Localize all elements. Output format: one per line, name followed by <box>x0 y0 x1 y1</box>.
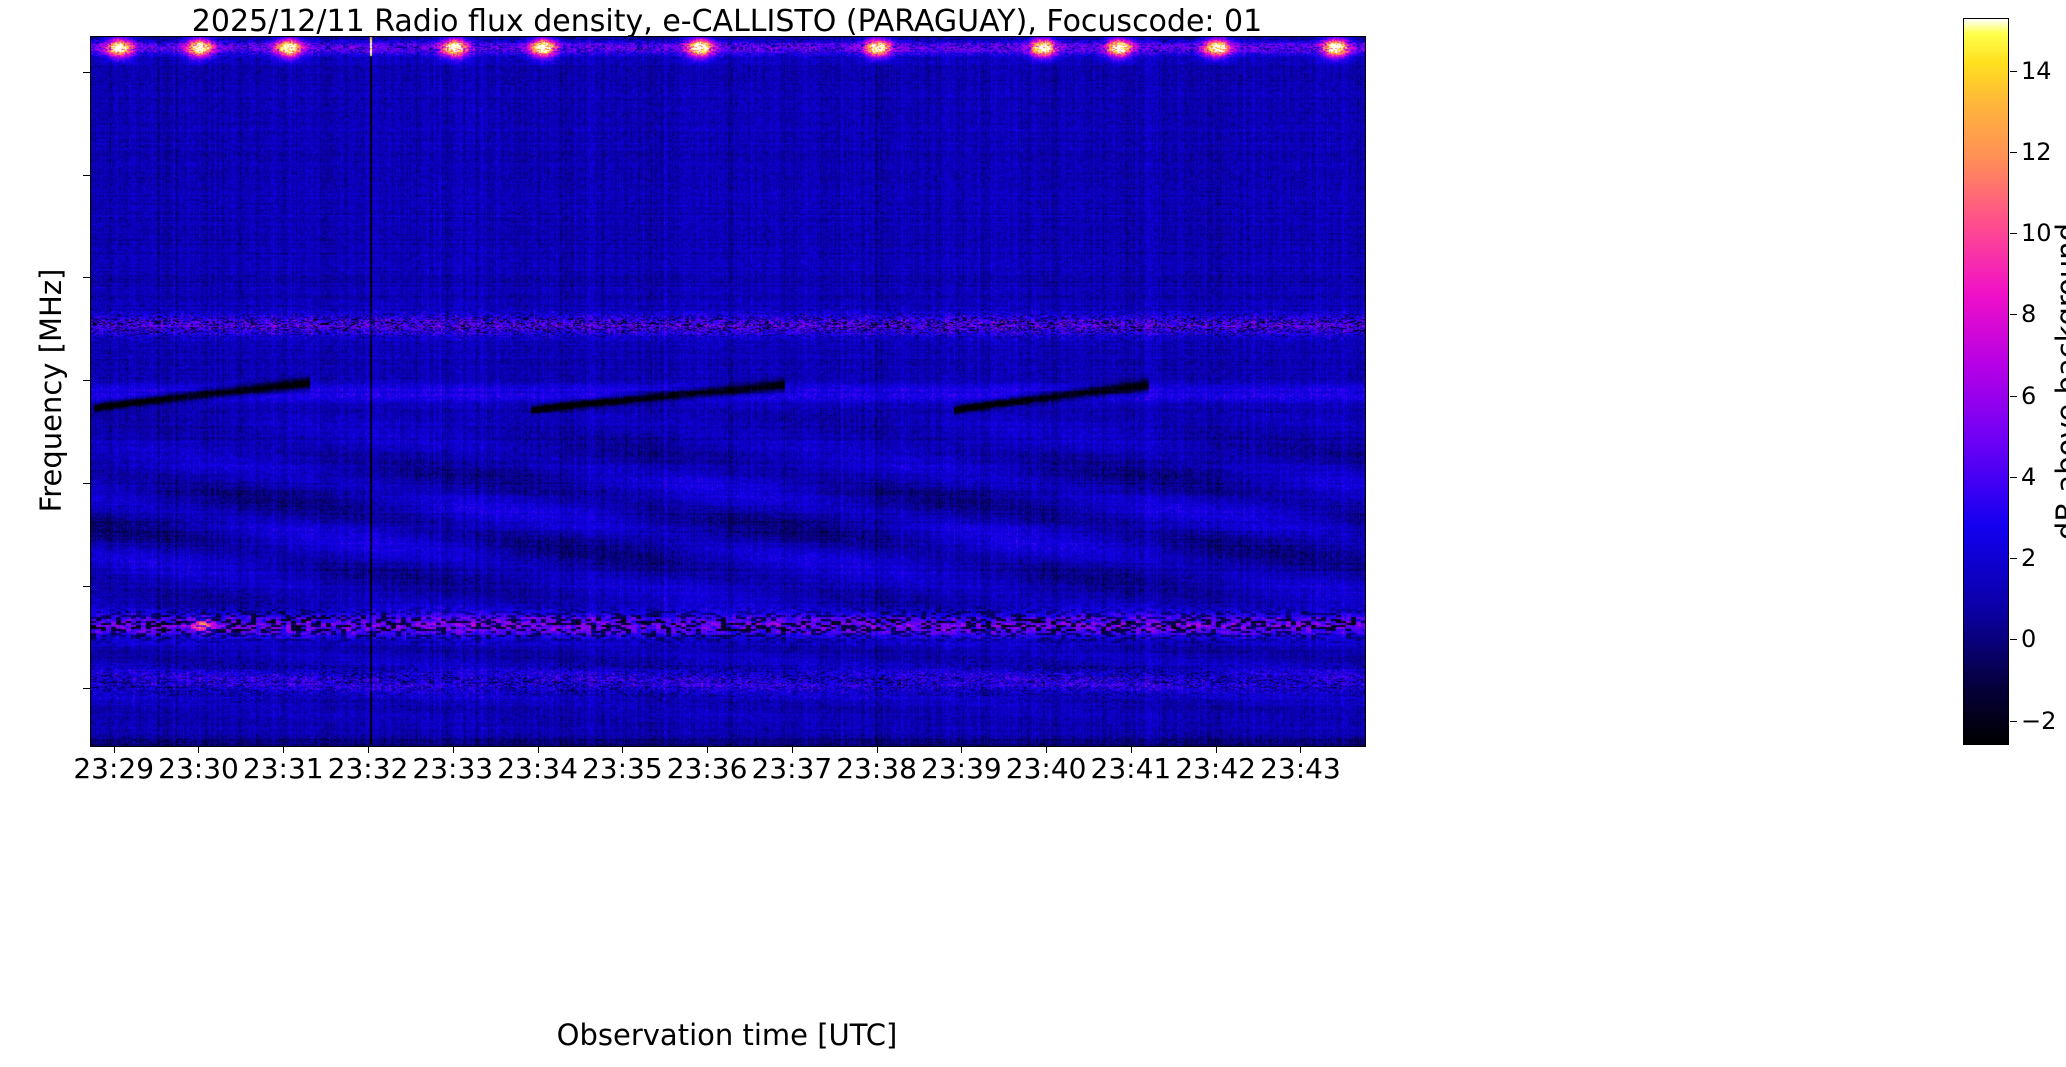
x-tick-label: 23:33 <box>412 752 494 785</box>
y-tick-mark <box>83 585 90 587</box>
y-tick-mark <box>83 277 90 279</box>
x-tick-label: 23:29 <box>73 752 155 785</box>
y-tick-mark <box>83 688 90 690</box>
colorbar-tick-label: 12 <box>2021 138 2052 167</box>
x-tick-label: 23:36 <box>666 752 748 785</box>
x-tick-mark <box>452 746 454 753</box>
colorbar-tick-mark <box>2010 476 2017 478</box>
x-tick-mark <box>283 746 285 753</box>
colorbar: 14 12 10 8 6 4 2 0 −2 <box>1963 18 2056 745</box>
colorbar-tick-label: 0 <box>2021 625 2037 654</box>
x-tick-label: 23:43 <box>1260 752 1341 785</box>
x-tick-label: 23:30 <box>158 752 239 785</box>
x-tick-label: 23:31 <box>242 752 324 785</box>
colorbar-tick-mark <box>2010 395 2017 397</box>
x-tick-mark <box>537 746 539 753</box>
colorbar-tick-mark <box>2010 233 2017 235</box>
x-tick-mark <box>707 746 709 753</box>
x-tick-label: 23:42 <box>1175 752 1257 785</box>
x-tick-label: 23:38 <box>836 752 917 785</box>
spectrogram-plot <box>90 36 1366 747</box>
x-tick-label: 23:35 <box>581 752 663 785</box>
colorbar-tick-mark <box>2010 70 2017 72</box>
y-axis-label: Frequency [MHz] <box>34 268 68 513</box>
x-tick-mark <box>1300 746 1302 753</box>
x-tick-mark <box>368 746 370 753</box>
x-tick-mark <box>876 746 878 753</box>
x-tick-mark <box>1046 746 1048 753</box>
colorbar-tick-mark <box>2010 639 2017 641</box>
x-tick-label: 23:41 <box>1090 752 1172 785</box>
colorbar-label: dB above background <box>2050 222 2066 541</box>
colorbar-tick-label: 14 <box>2021 56 2052 85</box>
y-tick-mark <box>83 380 90 382</box>
spectrogram-image <box>91 37 1365 746</box>
page-title: 2025/12/11 Radio flux density, e-CALLIST… <box>191 4 1263 39</box>
colorbar-tick-label: 10 <box>2021 219 2052 248</box>
x-tick-label: 23:39 <box>921 752 1002 785</box>
x-tick-mark <box>1130 746 1132 753</box>
colorbar-gradient <box>1963 18 2009 745</box>
x-tick-mark <box>961 746 963 753</box>
y-tick-mark <box>83 482 90 484</box>
colorbar-tick-label: 2 <box>2021 544 2037 573</box>
x-tick-mark <box>1215 746 1217 753</box>
x-tick-mark <box>791 746 793 753</box>
y-axis-ticks: 700600500400300200100 <box>0 0 90 1067</box>
x-tick-label: 23:40 <box>1005 752 1087 785</box>
x-tick-label: 23:37 <box>751 752 833 785</box>
x-tick-label: 23:34 <box>497 752 578 785</box>
x-tick-label: 23:32 <box>327 752 409 785</box>
colorbar-tick-label: −2 <box>2021 706 2057 735</box>
x-tick-mark <box>198 746 200 753</box>
colorbar-tick-label: 6 <box>2021 381 2037 410</box>
colorbar-tick-label: 4 <box>2021 462 2037 491</box>
x-axis-label: Observation time [UTC] <box>556 1018 898 1052</box>
y-tick-mark <box>83 71 90 73</box>
colorbar-tick-label: 8 <box>2021 300 2037 329</box>
colorbar-tick-mark <box>2010 314 2017 316</box>
x-tick-mark <box>622 746 624 753</box>
colorbar-tick-mark <box>2010 720 2017 722</box>
colorbar-tick-mark <box>2010 152 2017 154</box>
y-tick-mark <box>83 174 90 176</box>
x-tick-mark <box>113 746 115 753</box>
colorbar-tick-mark <box>2010 558 2017 560</box>
